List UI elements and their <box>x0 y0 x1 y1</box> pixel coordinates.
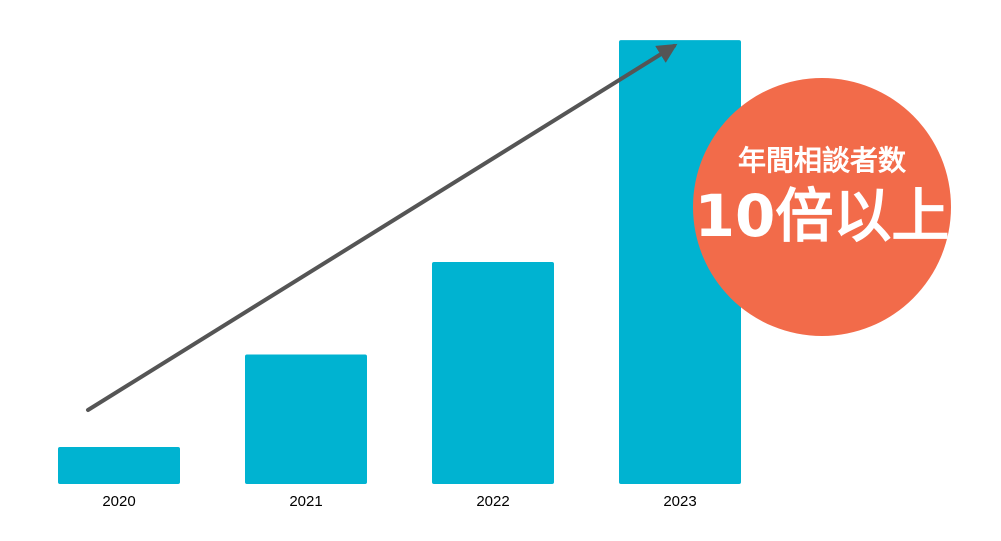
x-tick-label-2022: 2022 <box>476 493 509 510</box>
x-tick-label-2020: 2020 <box>102 493 135 510</box>
x-tick-label-2021: 2021 <box>289 493 322 510</box>
trend-arrow <box>86 43 678 412</box>
badge-circle <box>693 78 951 336</box>
badge-line1: 年間相談者数 <box>738 144 907 177</box>
bar-2022 <box>432 262 554 484</box>
x-tick-label-2023: 2023 <box>663 493 696 510</box>
bars-group <box>58 40 741 484</box>
bar-2020 <box>58 447 180 484</box>
badge-line2: 10倍以上 <box>695 182 950 250</box>
bar-2021 <box>245 354 367 484</box>
annotation-badge: 年間相談者数 10倍以上 <box>693 78 951 336</box>
x-tick-labels: 2020 2021 2022 2023 <box>102 493 696 510</box>
